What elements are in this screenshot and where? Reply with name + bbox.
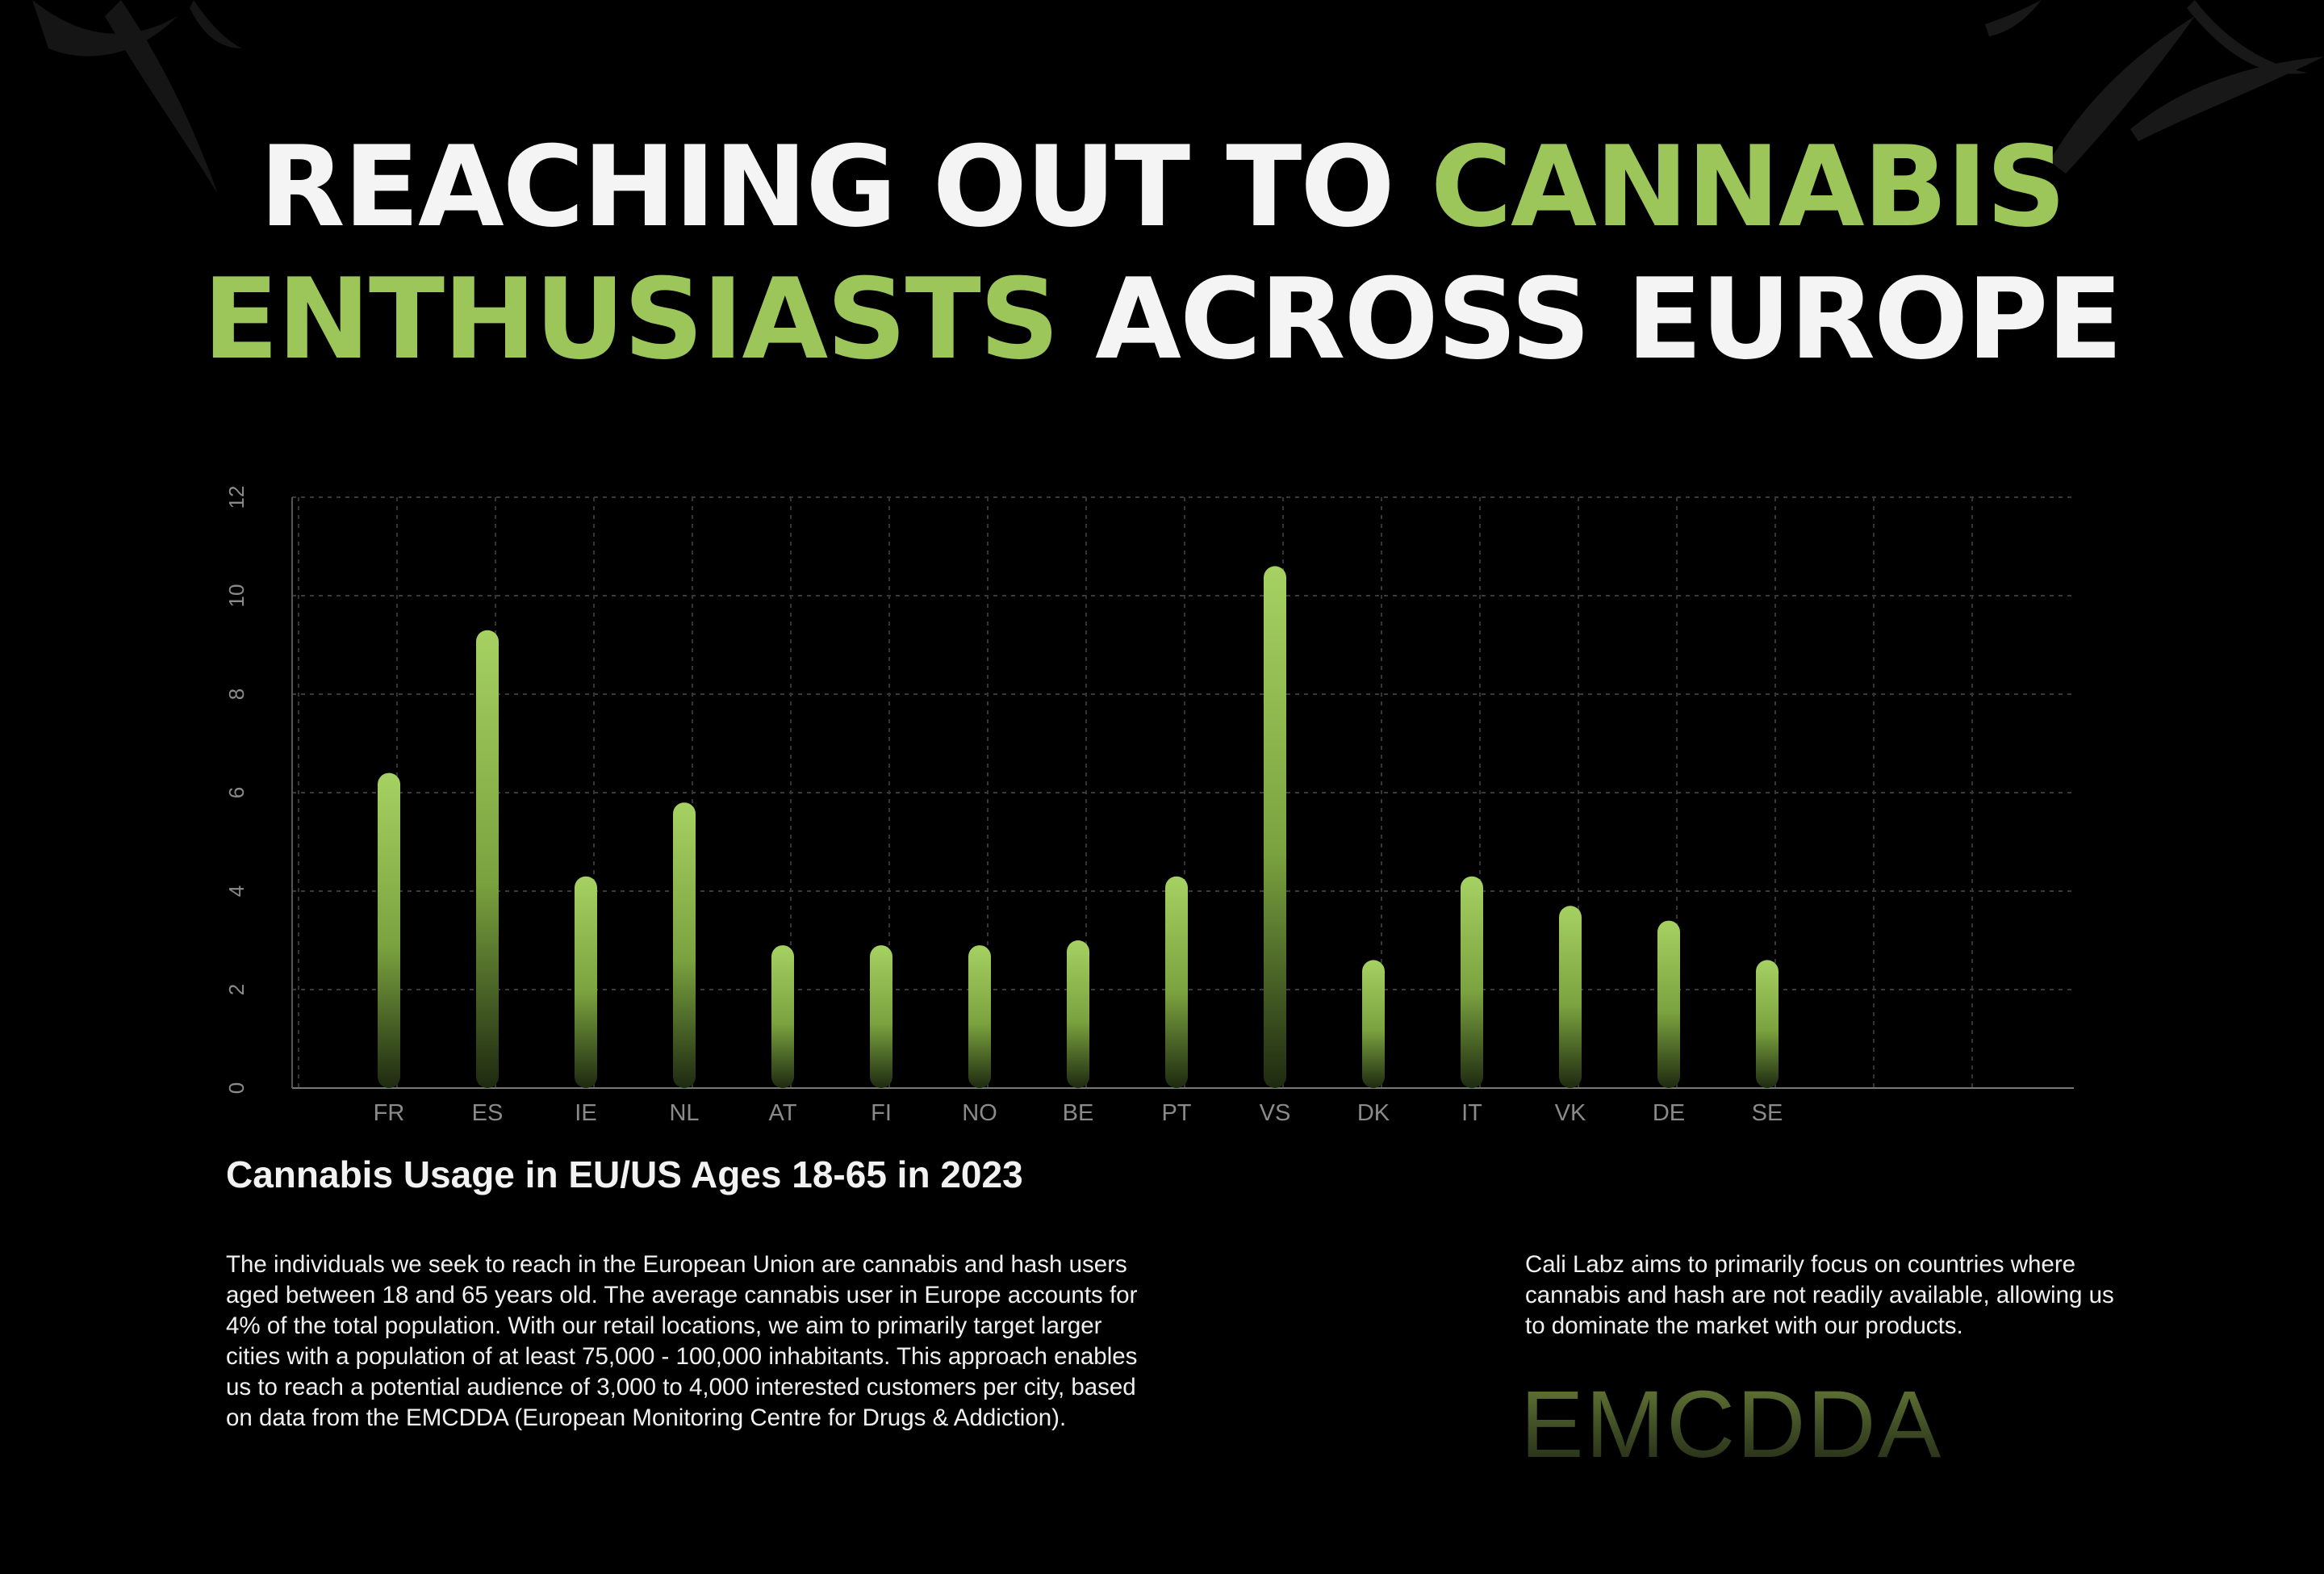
x-tick-label: NL bbox=[669, 1100, 699, 1126]
x-tick-label: AT bbox=[769, 1100, 797, 1126]
bar-fr bbox=[378, 772, 400, 1088]
x-tick-label: SE bbox=[1752, 1100, 1783, 1126]
x-tick-label: VS bbox=[1260, 1100, 1291, 1126]
bar-no bbox=[968, 945, 991, 1088]
headline-line2: ENTHUSIASTS ACROSS EUROPE bbox=[203, 254, 2123, 384]
x-tick-label: ES bbox=[472, 1100, 504, 1126]
bar-chart: 0 2 4 6 8 10 12 FR ES IE NL AT FI NO BE PT VS DK IT VK DE SE bbox=[224, 486, 2074, 1126]
headline-line1-white: REACHING OUT TO bbox=[259, 122, 1394, 252]
bar-at bbox=[771, 945, 794, 1088]
x-tick-label: FI bbox=[871, 1100, 892, 1126]
y-tick-label: 8 bbox=[224, 689, 249, 700]
x-tick-label: DK bbox=[1357, 1100, 1390, 1126]
x-tick-label: BE bbox=[1063, 1100, 1094, 1126]
headline-line1: REACHING OUT TO CANNABIS bbox=[259, 122, 2067, 252]
x-tick-label: DE bbox=[1653, 1100, 1685, 1126]
bar-nl bbox=[673, 802, 696, 1088]
bar-vk bbox=[1559, 906, 1582, 1088]
body-text-left: The individuals we seek to reach in the … bbox=[226, 1251, 1138, 1431]
headline-line2-green: ENTHUSIASTS bbox=[203, 254, 1060, 384]
bar-dk bbox=[1362, 960, 1385, 1088]
y-tick-label: 0 bbox=[224, 1082, 249, 1094]
bar-be bbox=[1067, 940, 1089, 1088]
x-tick-label: NO bbox=[962, 1100, 997, 1126]
x-tick-label: IE bbox=[575, 1100, 596, 1126]
headline-line2-white: ACROSS EUROPE bbox=[1095, 254, 2123, 384]
bar-fi bbox=[870, 945, 892, 1088]
bar-se bbox=[1756, 960, 1779, 1088]
y-tick-label: 10 bbox=[224, 584, 249, 608]
bar-vs bbox=[1264, 566, 1286, 1088]
x-tick-label: VK bbox=[1555, 1100, 1586, 1126]
bar-ie bbox=[575, 876, 597, 1088]
x-tick-label: FR bbox=[374, 1100, 405, 1126]
bar-pt bbox=[1165, 876, 1188, 1088]
y-tick-label: 4 bbox=[224, 885, 249, 897]
bar-it bbox=[1461, 876, 1483, 1088]
x-axis-ticks: FR ES IE NL AT FI NO BE PT VS DK IT VK DE SE bbox=[374, 1100, 1783, 1126]
y-tick-label: 6 bbox=[224, 787, 249, 798]
y-tick-label: 12 bbox=[224, 486, 249, 509]
headline: REACHING OUT TO CANNABIS ENTHUSIASTS ACR… bbox=[0, 121, 2324, 386]
headline-line1-green: CANNABIS bbox=[1430, 122, 2067, 252]
x-tick-label: IT bbox=[1461, 1100, 1482, 1126]
y-tick-label: 2 bbox=[224, 984, 249, 995]
x-tick-label: PT bbox=[1161, 1100, 1191, 1126]
bar-de bbox=[1657, 920, 1680, 1088]
emcdda-logo: EMCDDA bbox=[1520, 1371, 1943, 1478]
chart-title: Cannabis Usage in EU/US Ages 18-65 in 20… bbox=[226, 1153, 1023, 1195]
bar-es bbox=[476, 630, 499, 1088]
chart-bars bbox=[378, 566, 1779, 1088]
body-text-right: Cali Labz aims to primarily focus on cou… bbox=[1525, 1251, 2114, 1339]
y-axis-ticks: 0 2 4 6 8 10 12 bbox=[224, 486, 249, 1095]
